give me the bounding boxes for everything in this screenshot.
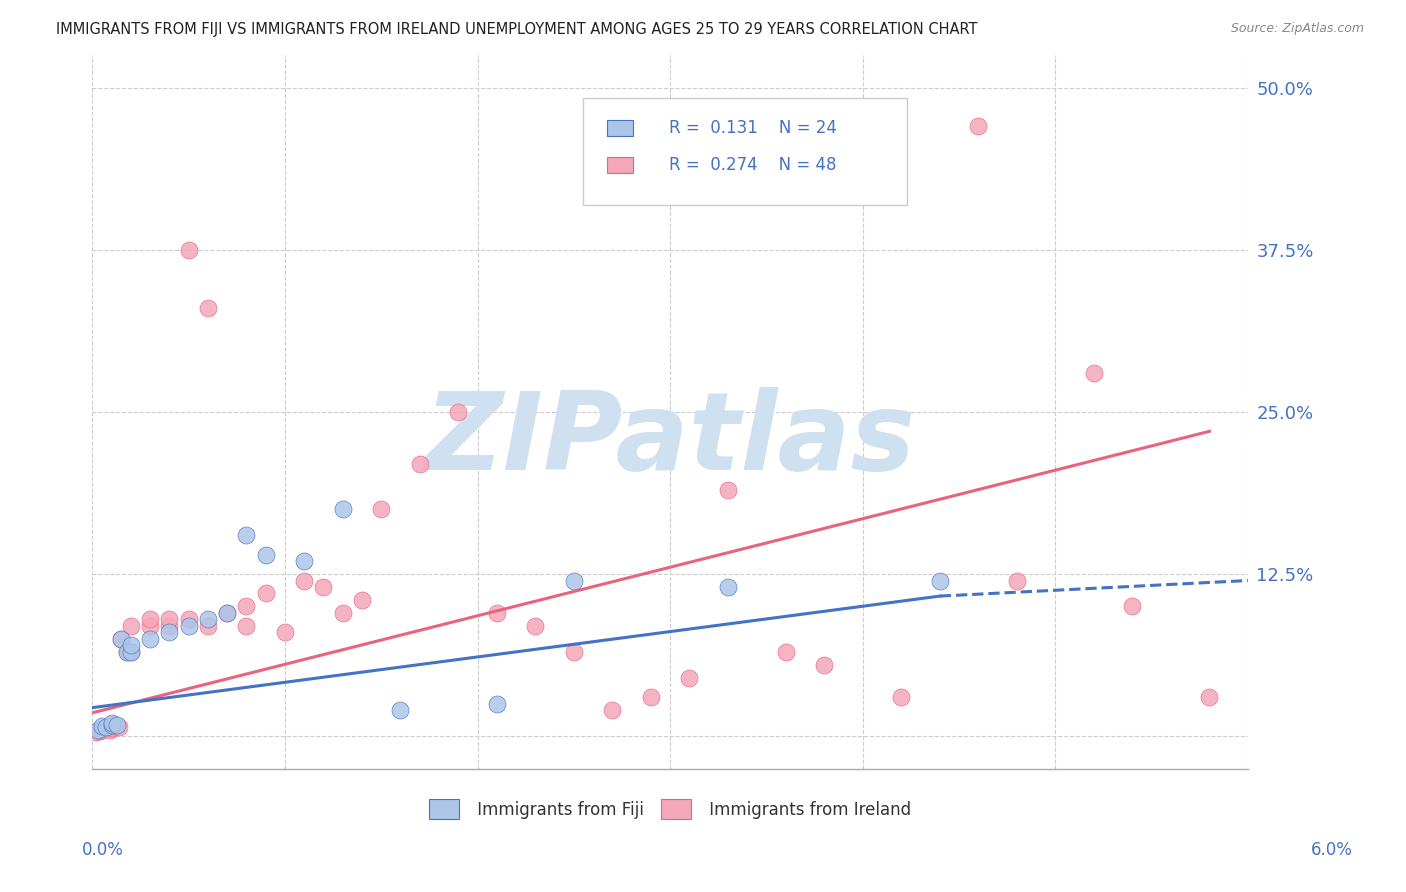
Point: [139, 632, 162, 646]
Point: [485, 606, 508, 620]
Point: [389, 703, 412, 717]
Point: [967, 120, 990, 134]
Point: [813, 657, 835, 672]
Point: [115, 645, 138, 659]
Point: [274, 625, 297, 640]
Point: [177, 612, 200, 626]
Point: [115, 645, 138, 659]
Point: [177, 243, 200, 257]
Point: [120, 645, 142, 659]
Point: [292, 574, 315, 588]
Point: [94, 720, 117, 734]
Point: [89, 724, 111, 739]
Point: [562, 645, 585, 659]
Point: [94, 722, 117, 736]
Point: [1005, 574, 1028, 588]
Point: [562, 574, 585, 588]
Point: [120, 619, 142, 633]
Point: [890, 690, 912, 705]
Point: [157, 619, 180, 633]
Point: [928, 574, 950, 588]
Text: R =  0.274    N = 48: R = 0.274 N = 48: [669, 156, 837, 174]
Point: [217, 606, 239, 620]
Text: 0.0%: 0.0%: [82, 840, 124, 858]
Text: R =  0.131    N = 24: R = 0.131 N = 24: [669, 119, 837, 136]
Point: [1121, 599, 1143, 614]
Point: [1083, 366, 1105, 380]
Point: [332, 502, 354, 516]
Point: [110, 632, 132, 646]
Point: [104, 719, 127, 733]
Point: [775, 645, 797, 659]
Point: [717, 483, 740, 497]
Point: [235, 599, 257, 614]
Point: [120, 645, 142, 659]
Point: [312, 580, 335, 594]
Point: [197, 612, 219, 626]
Point: [177, 619, 200, 633]
Point: [100, 716, 122, 731]
Text: ZIPatlas: ZIPatlas: [425, 387, 915, 493]
Point: [100, 720, 122, 734]
Point: [197, 301, 219, 315]
Point: [350, 593, 373, 607]
Text: Source: ZipAtlas.com: Source: ZipAtlas.com: [1230, 22, 1364, 36]
Point: [100, 722, 122, 736]
Point: [254, 548, 277, 562]
Text: 6.0%: 6.0%: [1310, 840, 1353, 858]
Point: [678, 671, 700, 685]
Point: [235, 619, 257, 633]
Point: [105, 717, 128, 731]
Point: [447, 405, 470, 419]
Point: [197, 619, 219, 633]
Point: [91, 719, 114, 733]
Text: IMMIGRANTS FROM FIJI VS IMMIGRANTS FROM IRELAND UNEMPLOYMENT AMONG AGES 25 TO 29: IMMIGRANTS FROM FIJI VS IMMIGRANTS FROM …: [56, 22, 977, 37]
Point: [524, 619, 547, 633]
Point: [108, 720, 131, 734]
Point: [139, 612, 162, 626]
Point: [332, 606, 354, 620]
Legend:  Immigrants from Fiji,  Immigrants from Ireland: Immigrants from Fiji, Immigrants from Ir…: [422, 792, 918, 826]
Point: [602, 703, 624, 717]
Point: [640, 690, 662, 705]
Point: [254, 586, 277, 600]
Point: [370, 502, 392, 516]
Point: [120, 639, 142, 653]
Point: [1198, 690, 1220, 705]
Point: [157, 625, 180, 640]
Point: [235, 528, 257, 542]
Point: [84, 725, 107, 739]
Point: [87, 723, 110, 737]
Point: [717, 580, 740, 594]
Point: [100, 717, 122, 731]
Point: [409, 457, 432, 471]
Point: [292, 554, 315, 568]
Point: [110, 632, 132, 646]
Point: [485, 697, 508, 711]
Point: [217, 606, 239, 620]
Point: [139, 619, 162, 633]
Point: [157, 612, 180, 626]
Point: [98, 723, 121, 737]
Point: [91, 723, 114, 737]
